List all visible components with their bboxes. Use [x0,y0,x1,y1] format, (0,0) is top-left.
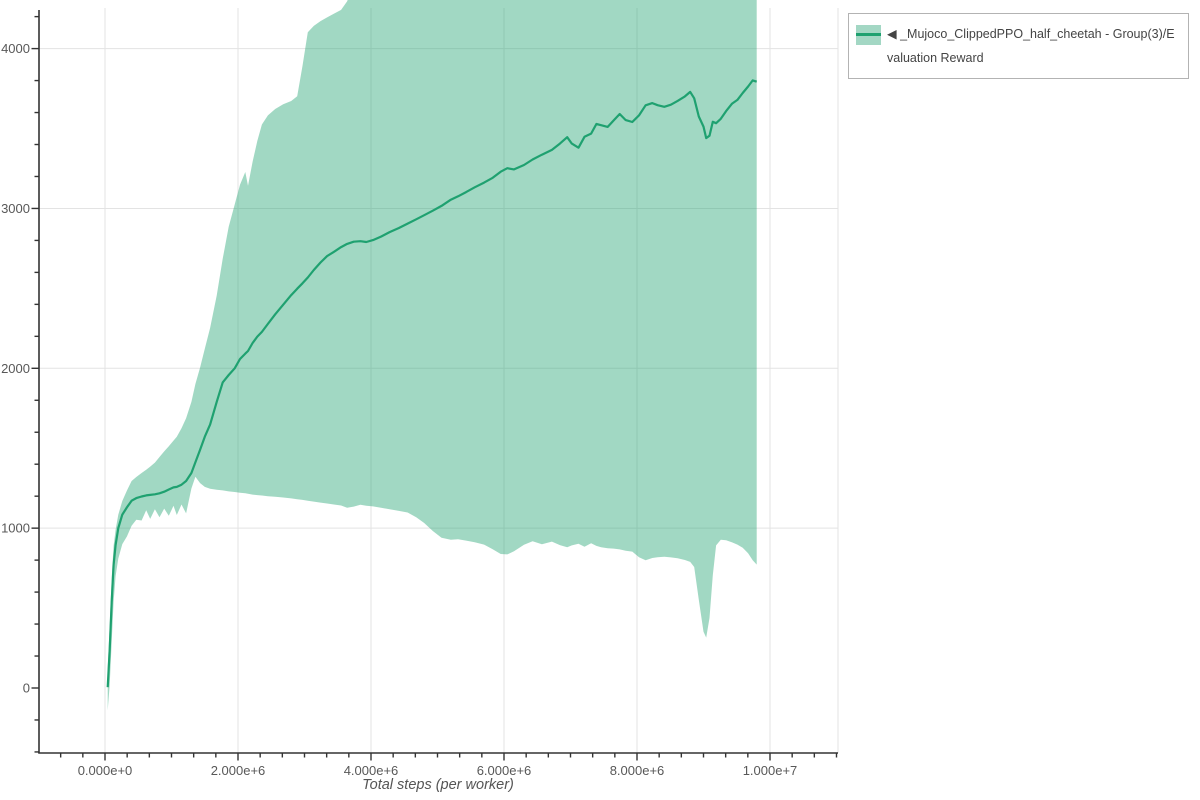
legend-swatch-line [856,33,881,36]
x-tick-label: 6.000e+6 [477,763,532,778]
ticks [31,15,838,761]
x-tick-label: 0.000e+0 [78,763,133,778]
gridlines [39,8,839,753]
y-tick-label: 4000 [1,41,30,56]
legend[interactable]: ◀ _Mujoco_ClippedPPO_half_cheetah - Grou… [848,13,1189,79]
legend-swatch-band-line-icon [856,25,881,45]
y-tick-label: 2000 [1,361,30,376]
y-tick-label: 3000 [1,201,30,216]
legend-series-label: ◀ _Mujoco_ClippedPPO_half_cheetah - Grou… [887,27,1175,65]
x-tick-label: 2.000e+6 [211,763,266,778]
y-tick-label: 1000 [1,521,30,536]
x-tick-label: 1.000e+7 [743,763,798,778]
confidence-band [107,0,757,711]
x-tick-label: 4.000e+6 [344,763,399,778]
y-tick-label: 0 [23,681,30,696]
x-axis-title: Total steps (per worker) [362,777,514,793]
x-tick-label: 8.000e+6 [610,763,665,778]
tick-labels: 0.000e+0 2.000e+6 4.000e+6 6.000e+6 8.000e+6… [1,41,797,778]
mean-reward-line [106,79,758,688]
